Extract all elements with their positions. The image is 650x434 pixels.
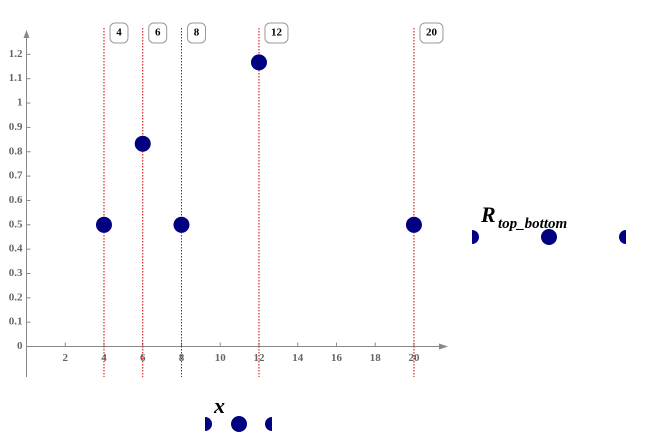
x-axis-label: x bbox=[213, 393, 225, 418]
marker-label-box bbox=[264, 22, 289, 44]
y-tick-label: 0.2 bbox=[9, 291, 23, 303]
y-tick-label: 1.1 bbox=[9, 72, 23, 84]
x-tick-label: 16 bbox=[331, 352, 343, 364]
y-tick-label: 0.9 bbox=[9, 121, 23, 133]
marker-label: 4 bbox=[116, 27, 122, 39]
y-tick-label: 1.2 bbox=[9, 48, 23, 60]
y-tick-label: 0.1 bbox=[9, 316, 23, 328]
marker-label-box bbox=[148, 22, 168, 44]
y-tick-label: 0.8 bbox=[9, 145, 23, 157]
x-tick-label: 18 bbox=[370, 352, 382, 364]
y-axis-label: R top_bottom bbox=[480, 202, 567, 232]
y-label-base: R bbox=[480, 202, 496, 227]
marker-label-box bbox=[109, 22, 129, 44]
y-tick-label: 1 bbox=[17, 97, 23, 109]
point bbox=[134, 135, 151, 152]
point bbox=[250, 54, 267, 71]
legend-dot bbox=[231, 416, 247, 432]
marker-label-box bbox=[419, 22, 444, 44]
y-tick-label: 0 bbox=[17, 340, 23, 352]
y-tick-label: 0.6 bbox=[9, 194, 23, 206]
x-legend-symbol bbox=[205, 416, 272, 432]
marker-label: 20 bbox=[426, 27, 438, 39]
x-tick-label: 10 bbox=[215, 352, 227, 364]
y-tick-label: 0.5 bbox=[9, 218, 23, 230]
y-legend-symbol bbox=[472, 229, 626, 245]
marker-label-box bbox=[186, 22, 206, 44]
point bbox=[405, 216, 422, 233]
point bbox=[95, 216, 112, 233]
marker-label: 6 bbox=[155, 27, 161, 39]
x-tick-label: 2 bbox=[62, 352, 68, 364]
legend-half-dot bbox=[472, 230, 479, 244]
point bbox=[173, 216, 190, 233]
y-axis-arrow bbox=[23, 30, 30, 38]
x-axis-arrow bbox=[439, 343, 448, 350]
legend-dot bbox=[541, 229, 557, 245]
y-tick-label: 0.3 bbox=[9, 267, 23, 279]
y-label-subscript: top_bottom bbox=[498, 216, 567, 232]
legend-half-dot bbox=[205, 417, 212, 431]
legend-half-dot bbox=[619, 230, 626, 244]
marker-label: 12 bbox=[271, 27, 283, 39]
marker-label: 8 bbox=[194, 27, 200, 39]
x-tick-label: 14 bbox=[292, 352, 304, 364]
y-tick-label: 0.7 bbox=[9, 170, 23, 182]
y-tick-label: 0.4 bbox=[9, 243, 23, 255]
legend-half-dot bbox=[265, 417, 272, 431]
